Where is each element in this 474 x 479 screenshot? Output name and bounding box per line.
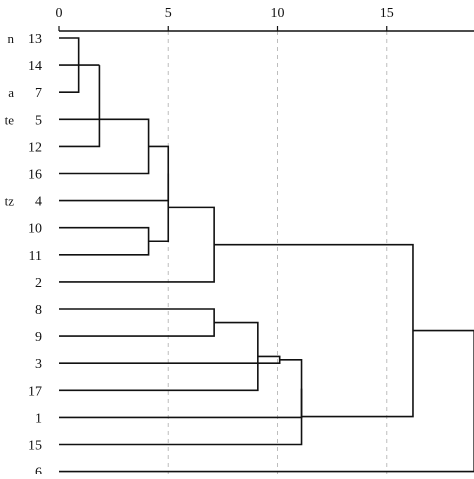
leaf-name-fragment-3: te: [5, 112, 15, 127]
leaf-name-fragment-2: a: [8, 85, 14, 100]
leaf-label-13: 13: [28, 32, 42, 47]
merge-link-m8: [59, 207, 214, 282]
merge-link-m6: [59, 228, 149, 255]
x-tick-label-0: 0: [56, 6, 63, 21]
leaf-label-3: 3: [35, 357, 42, 372]
leaf-name-fragment-0: n: [8, 31, 15, 46]
leaf-label-4: 4: [35, 195, 42, 210]
leaf-label-11: 11: [29, 249, 42, 264]
leaf-label-10: 10: [28, 222, 42, 237]
leaf-label-5: 5: [35, 113, 42, 128]
merge-link-m7: [149, 174, 169, 242]
dendrogram-links: [59, 38, 474, 472]
leaf-label-6: 6: [35, 466, 42, 474]
grid-lines: [168, 31, 387, 474]
merge-link-m12: [59, 360, 302, 418]
merge-link-m9: [59, 309, 214, 336]
leaf-label-17: 17: [28, 384, 42, 399]
leaf-label-1: 1: [35, 411, 42, 426]
leaf-label-15: 15: [28, 439, 42, 454]
x-tick-label-10: 10: [271, 6, 285, 21]
leaf-labels: 13 14 7 5 12 16 4 10 11 2 8 9 3 17 1 15 6 n a te tz: [5, 31, 42, 474]
merge-link-m13: [59, 389, 302, 445]
leaf-label-2: 2: [35, 276, 42, 291]
merge-link-m15: [59, 331, 474, 472]
leaf-label-14: 14: [28, 59, 42, 74]
x-tick-label-5: 5: [165, 6, 172, 21]
leaf-name-fragment-6: tz: [5, 194, 15, 209]
leaf-label-9: 9: [35, 330, 42, 345]
leaf-label-12: 12: [28, 140, 42, 155]
leaf-label-7: 7: [35, 86, 42, 101]
merge-link-m10: [59, 323, 258, 391]
leaf-label-16: 16: [28, 168, 42, 183]
x-axis: 0 5 10 15: [56, 6, 474, 31]
x-tick-label-15: 15: [380, 6, 394, 21]
leaf-label-8: 8: [35, 303, 42, 318]
merge-link-m11: [59, 356, 280, 363]
